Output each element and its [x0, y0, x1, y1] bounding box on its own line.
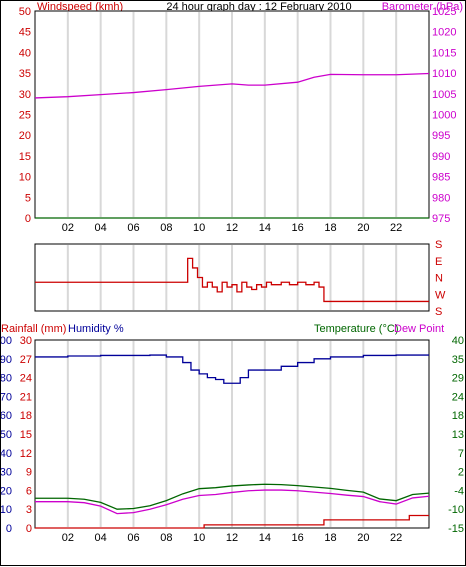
barometer-tick: 1015 — [432, 47, 456, 59]
rainfall-tick: 0 — [26, 523, 32, 535]
chart-title: 24 hour graph day : 12 February 2010 — [166, 1, 351, 13]
top-panel-x-tick: 22 — [390, 222, 402, 234]
bottom-panel-x-tick: 16 — [292, 532, 304, 544]
temperature-tick: 40 — [452, 335, 464, 347]
windspeed-tick: 20 — [19, 130, 31, 142]
temperature-tick: 29 — [452, 373, 464, 385]
rainfall-tick: 27 — [20, 354, 32, 366]
barometer-tick: 1000 — [432, 110, 456, 122]
windspeed-tick: 35 — [19, 68, 31, 80]
wind-direction-tick: W — [435, 289, 446, 301]
dewpoint-axis-label: Dew Point — [394, 323, 444, 335]
windspeed-tick: 25 — [19, 110, 31, 122]
rainfall-tick: 15 — [20, 429, 32, 441]
bottom-panel-x-tick: 02 — [62, 532, 74, 544]
bottom-panel-x-tick: 14 — [259, 532, 271, 544]
barometer-tick: 975 — [432, 213, 450, 225]
bottom-panel-x-tick: 04 — [95, 532, 107, 544]
temperature-line — [35, 483, 430, 510]
top-panel-x-tick: 08 — [160, 222, 172, 234]
humidity-tick: 50 — [1, 429, 12, 441]
humidity-line — [35, 354, 429, 384]
bottom-panel-x-tick: 12 — [226, 532, 238, 544]
windspeed-tick: 0 — [25, 213, 31, 225]
temperature-axis-label: Temperature (°C) — [314, 323, 398, 335]
humidity-tick: 40 — [1, 448, 12, 460]
humidity-tick: 80 — [1, 373, 12, 385]
top-panel-x-tick: 02 — [62, 222, 74, 234]
barometer-tick: 990 — [432, 151, 450, 163]
temperature-tick: 35 — [452, 354, 464, 366]
windspeed-tick: 15 — [19, 151, 31, 163]
bottom-panel-x-tick: 20 — [357, 532, 369, 544]
humidity-tick: 20 — [1, 485, 12, 497]
temperature-tick: -4 — [454, 485, 464, 497]
humidity-axis-label: Humidity % — [68, 323, 124, 335]
top-panel-x-tick: 20 — [357, 222, 369, 234]
rainfall-line — [35, 514, 429, 529]
humidity-tick: 0 — [6, 523, 12, 535]
bottom-panel-x-tick: 06 — [127, 532, 139, 544]
windspeed-tick: 50 — [19, 6, 31, 18]
windspeed-axis-label: Windspeed (kmh) — [37, 1, 123, 13]
temperature-tick: 18 — [452, 410, 464, 422]
temperature-tick: 2 — [458, 467, 464, 479]
top-panel-x-tick: 14 — [259, 222, 271, 234]
wind-direction-tick: N — [435, 273, 443, 285]
temperature-tick: 7 — [458, 448, 464, 460]
temperature-tick: 24 — [452, 391, 464, 403]
windspeed-tick: 5 — [25, 192, 31, 204]
barometer-tick: 1005 — [432, 89, 456, 101]
humidity-tick: 90 — [1, 354, 12, 366]
bottom-panel-x-tick: 08 — [160, 532, 172, 544]
top-panel-x-tick: 10 — [193, 222, 205, 234]
wind-direction-tick: S — [435, 306, 442, 318]
wind-direction-tick: E — [435, 256, 442, 268]
barometer-axis-label: Barometer (hPa) — [382, 1, 463, 13]
barometer-tick: 995 — [432, 130, 450, 142]
humidity-tick: 100 — [1, 335, 12, 347]
temperature-tick: -15 — [448, 523, 464, 535]
humidity-tick: 30 — [1, 467, 12, 479]
barometer-tick: 1010 — [432, 68, 456, 80]
barometer-tick: 1025 — [432, 6, 456, 18]
barometer-tick: 1020 — [432, 27, 456, 39]
rainfall-tick: 3 — [26, 504, 32, 516]
humidity-tick: 70 — [1, 391, 12, 403]
windspeed-tick: 45 — [19, 27, 31, 39]
wind-direction-tick: S — [435, 239, 442, 251]
rainfall-tick: 30 — [20, 335, 32, 347]
top-panel-x-tick: 06 — [127, 222, 139, 234]
rainfall-tick: 21 — [20, 391, 32, 403]
temperature-tick: -10 — [448, 504, 464, 516]
bottom-panel-x-tick: 18 — [324, 532, 336, 544]
humidity-tick: 10 — [1, 504, 12, 516]
windspeed-tick: 30 — [19, 89, 31, 101]
rainfall-tick: 9 — [26, 467, 32, 479]
bottom-panel-x-tick: 22 — [390, 532, 402, 544]
windspeed-tick: 40 — [19, 47, 31, 59]
wind-direction-line — [35, 257, 429, 303]
top-panel-x-tick: 04 — [95, 222, 107, 234]
rainfall-tick: 6 — [26, 485, 32, 497]
barometer-tick: 980 — [432, 192, 450, 204]
temperature-tick: 13 — [452, 429, 464, 441]
top-panel-x-tick: 18 — [324, 222, 336, 234]
dewpoint-line — [35, 489, 430, 515]
rainfall-tick: 24 — [20, 373, 32, 385]
rainfall-tick: 18 — [20, 410, 32, 422]
top-panel-x-tick: 16 — [292, 222, 304, 234]
windspeed-tick: 10 — [19, 172, 31, 184]
barometer-line — [34, 72, 430, 99]
barometer-tick: 985 — [432, 172, 450, 184]
bottom-panel-x-tick: 10 — [193, 532, 205, 544]
rainfall-tick: 12 — [20, 448, 32, 460]
rainfall-axis-label: Rainfall (mm) — [1, 323, 66, 335]
top-panel-x-tick: 12 — [226, 222, 238, 234]
humidity-tick: 60 — [1, 410, 12, 422]
